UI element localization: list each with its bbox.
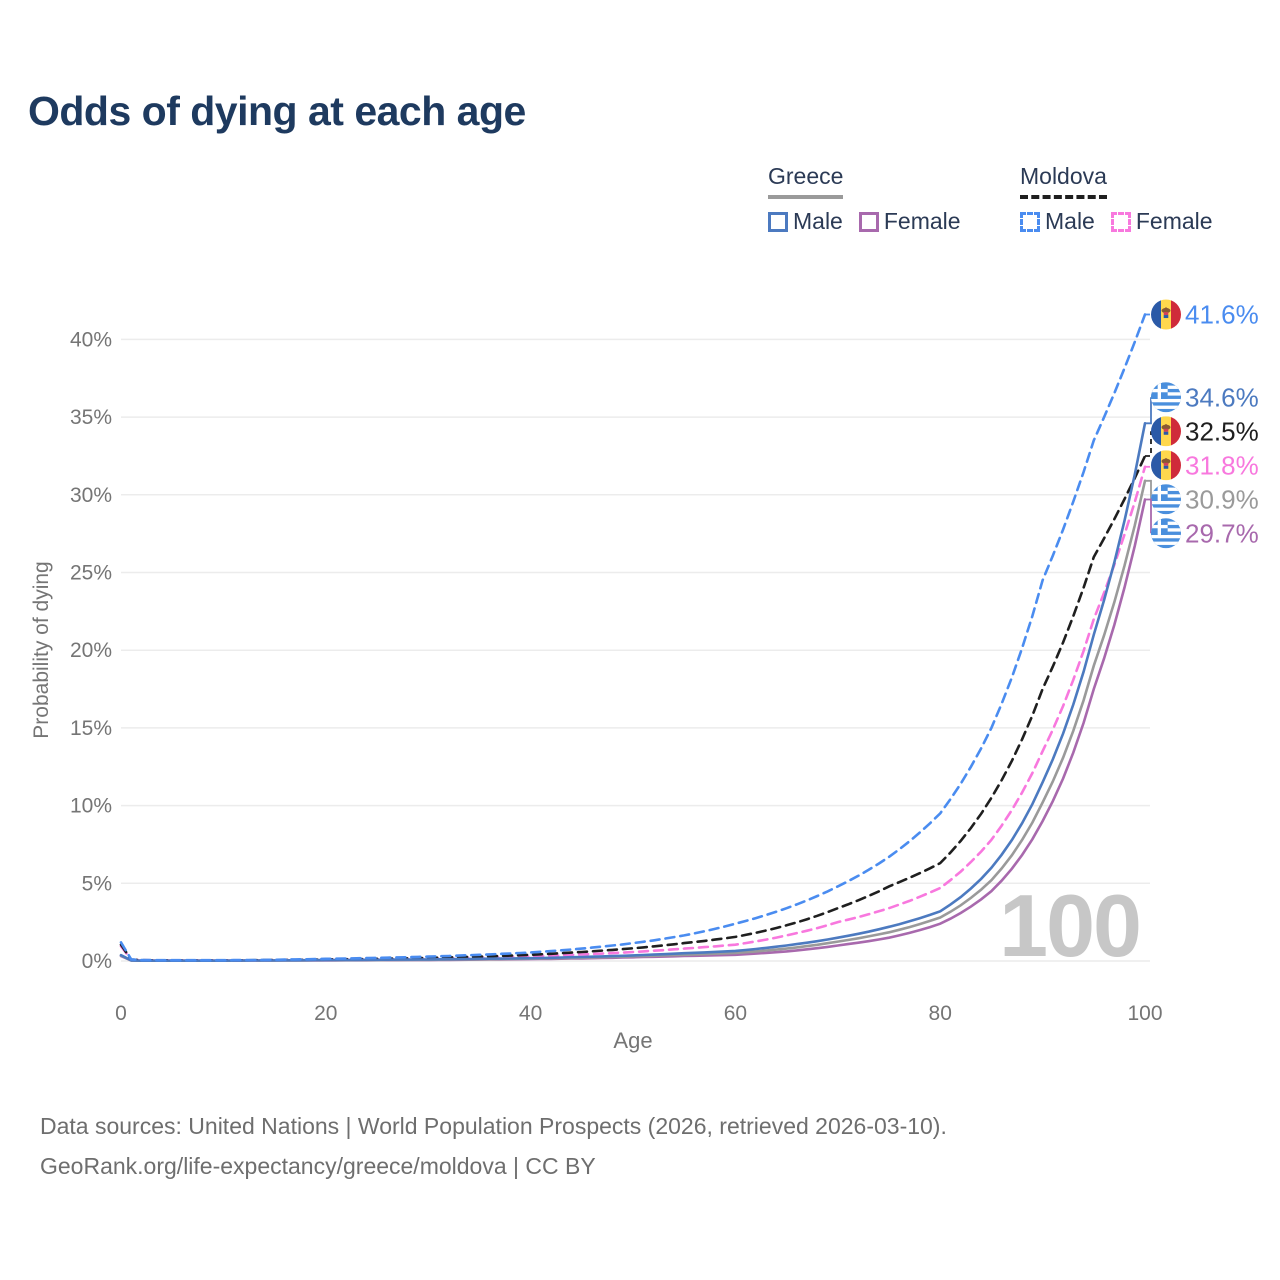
end-value-label-moldova-female: 31.8% <box>1185 450 1259 480</box>
legend-item-moldova-male[interactable]: Male <box>1020 208 1095 235</box>
legend-swatch-0-0 <box>768 211 788 232</box>
label-leader-line <box>1145 465 1152 468</box>
legend-items-greece: Male Female <box>768 208 961 235</box>
series-line-moldova-both <box>119 454 1147 962</box>
legend-swatch-0-1 <box>858 211 879 232</box>
legend-item-moldova-female[interactable]: Female <box>1110 208 1213 235</box>
x-tick-label: 40 <box>519 1002 542 1025</box>
y-tick-label: 35% <box>70 406 112 429</box>
legend-group-greece: Greece Male Female <box>768 163 961 235</box>
data-source-line2: GeoRank.org/life-expectancy/greece/moldo… <box>40 1153 596 1179</box>
series-line-moldova-male <box>119 313 1147 962</box>
data-source-note: Data sources: United Nations | World Pop… <box>40 1106 947 1186</box>
x-tick-label: 80 <box>929 1002 952 1025</box>
legend-country-0: Greece <box>768 163 844 199</box>
y-tick-label: 0% <box>82 950 112 973</box>
legend-item-greece-male[interactable]: Male <box>768 208 843 235</box>
x-tick-label: 100 <box>1127 1002 1162 1025</box>
y-tick-label: 20% <box>70 639 112 662</box>
mortality-line-chart: 0% 5% 10% 15% 20% 25% 30% 35% 40% 0 20 40 60 80 100 Age… <box>30 299 1259 1054</box>
y-tick-label: 40% <box>70 328 112 351</box>
y-tick-label: 30% <box>70 484 112 507</box>
moldova-flag-icon <box>1151 299 1181 330</box>
end-value-label-greece-female: 29.7% <box>1185 518 1259 548</box>
end-value-label-greece-male: 34.6% <box>1185 382 1259 412</box>
y-tick-label: 15% <box>70 717 112 740</box>
legend-label-moldova-female: Female <box>1135 208 1213 234</box>
legend-label-moldova-male: Male <box>1045 208 1095 234</box>
moldova-flag-icon <box>1151 416 1181 447</box>
y-tick-label: 5% <box>82 872 112 895</box>
label-leader-line <box>1145 431 1152 457</box>
end-value-label-greece-both: 30.9% <box>1185 484 1259 514</box>
label-leader-line <box>1145 479 1152 500</box>
legend-group-moldova: Moldova Male Female <box>1020 163 1213 235</box>
greece-flag-icon <box>1151 518 1181 549</box>
greece-flag-icon <box>1151 484 1181 515</box>
y-tick-label: 25% <box>70 562 112 585</box>
data-source-line1: Data sources: United Nations | World Pop… <box>40 1113 947 1139</box>
x-tick-label: 60 <box>724 1002 747 1025</box>
age-watermark: 100 <box>999 876 1140 975</box>
greece-flag-icon <box>1151 382 1181 413</box>
chart-title: Odds of dying at each age <box>28 88 526 134</box>
legend-country-1: Moldova <box>1020 163 1107 199</box>
legend-label-greece-female: Female <box>883 208 961 234</box>
x-tick-label: 20 <box>314 1002 337 1025</box>
chart-legend: Greece Male Female Moldova Male <box>0 163 1280 253</box>
end-value-label-moldova-male: 41.6% <box>1185 300 1259 330</box>
series-line-greece-both <box>119 479 1147 962</box>
moldova-flag-icon <box>1151 450 1181 481</box>
label-leader-line <box>1145 397 1152 425</box>
series-line-moldova-female <box>119 465 1147 962</box>
legend-item-greece-female[interactable]: Female <box>858 208 961 235</box>
x-tick-label: 0 <box>115 1002 127 1025</box>
label-leader-line <box>1145 498 1152 534</box>
y-axis-title: Probability of dying <box>30 561 53 738</box>
end-value-label-moldova-both: 32.5% <box>1185 416 1259 446</box>
legend-swatch-1-0 <box>1020 211 1040 232</box>
x-axis-title: Age <box>613 1028 652 1053</box>
y-tick-label: 10% <box>70 795 112 818</box>
legend-swatch-1-1 <box>1110 211 1131 232</box>
legend-label-greece-male: Male <box>793 208 843 234</box>
legend-items-moldova: Male Female <box>1020 208 1213 235</box>
